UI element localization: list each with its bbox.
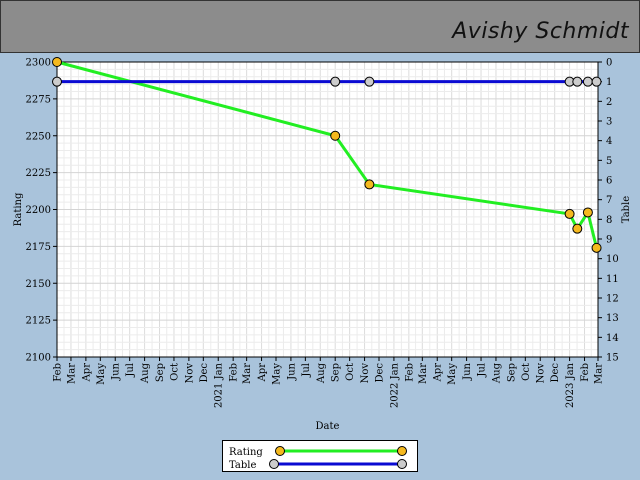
legend-graphic: Rating Table — [229, 446, 407, 471]
x-tick-label: Mar — [594, 363, 605, 384]
data-point-table — [52, 76, 62, 87]
y-tick-label: 2175 — [26, 242, 51, 253]
x-tick-label: Oct — [521, 363, 532, 381]
y-tick-label: 2100 — [26, 353, 51, 364]
x-tick-label: Feb — [53, 363, 64, 382]
y2-tick-label: 7 — [606, 195, 612, 206]
x-tick-label: 2023 Jan — [565, 362, 576, 408]
y2-tick-label: 14 — [606, 333, 619, 344]
x-tick-label: Aug — [491, 362, 502, 384]
y-tick-label: 2150 — [26, 279, 51, 290]
y2-tick-label: 8 — [606, 215, 612, 226]
y-tick-label: 2125 — [26, 316, 51, 327]
x-tick-label: Oct — [345, 363, 356, 381]
y-tick-label: 2275 — [26, 94, 51, 105]
data-point-table — [364, 76, 375, 87]
legend-marker — [397, 459, 407, 469]
x-tick-label: 2022 Jan — [389, 362, 400, 408]
x-tick-label: Jul — [301, 363, 312, 378]
data-point-table — [591, 76, 602, 87]
player-name: Avishy Schmidt — [452, 19, 629, 44]
y2-tick-label: 0 — [606, 58, 612, 69]
y2-tick-label: 2 — [606, 97, 612, 108]
y2-tick-label: 1 — [606, 77, 612, 88]
x-tick-label: Apr — [433, 363, 444, 383]
y-tick-label: 2200 — [26, 205, 51, 216]
y-axis-label: Rating — [13, 192, 24, 226]
x-tick-label: May — [96, 363, 107, 385]
y2-tick-label: 10 — [606, 254, 619, 265]
header-bar: Avishy Schmidt — [0, 0, 640, 53]
y-tick-label: 2250 — [26, 131, 51, 142]
x-tick-label: Jul — [477, 363, 488, 378]
x-tick-label: Jul — [125, 363, 136, 378]
x-tick-label: Mar — [418, 363, 429, 384]
y-tick-label: 2225 — [26, 168, 51, 179]
y2-tick-label: 15 — [606, 353, 619, 364]
y-tick-label: 2300 — [26, 58, 51, 69]
y2-tick-label: 5 — [606, 156, 612, 167]
legend-marker — [397, 446, 407, 456]
x-tick-label: Aug — [316, 362, 327, 384]
x-tick-label: Aug — [140, 362, 151, 384]
x-tick-label: May — [271, 363, 282, 385]
x-tick-label: Feb — [229, 363, 240, 382]
x-tick-label: Jun — [286, 362, 297, 380]
legend-label: Rating — [229, 447, 263, 458]
data-point-rating — [572, 223, 583, 234]
data-point-rating — [591, 242, 602, 253]
x-tick-label: Sep — [506, 363, 517, 382]
x-tick-label: May — [447, 363, 458, 385]
legend-label: Table — [229, 460, 256, 471]
data-point-table — [330, 76, 341, 87]
x-axis-label: Date — [316, 421, 340, 432]
y2-axis-label: Table — [621, 196, 632, 223]
x-tick-label: Apr — [81, 363, 92, 383]
x-tick-label: Jun — [111, 362, 122, 380]
x-tick-label: Nov — [536, 363, 547, 384]
legend-marker — [275, 446, 285, 456]
y2-tick-label: 13 — [606, 313, 619, 324]
x-tick-label: Dec — [375, 363, 386, 383]
data-point-table — [572, 76, 583, 87]
x-tick-label: Feb — [580, 363, 591, 382]
x-tick-label: Sep — [331, 363, 342, 382]
y2-tick-label: 6 — [606, 176, 612, 187]
x-tick-label: Oct — [169, 363, 180, 381]
x-tick-label: Dec — [199, 363, 210, 383]
x-tick-label: Apr — [257, 363, 268, 383]
x-tick-label: 2021 Jan — [214, 362, 225, 408]
data-point-rating — [52, 57, 62, 67]
x-tick-label: Sep — [155, 363, 166, 382]
x-tick-label: Nov — [184, 363, 195, 384]
y2-tick-label: 3 — [606, 117, 612, 128]
x-tick-label: Jun — [462, 362, 473, 380]
legend-marker — [269, 459, 279, 469]
x-tick-label: Nov — [360, 363, 371, 384]
y2-tick-label: 12 — [606, 294, 619, 305]
x-tick-label: Mar — [242, 363, 253, 384]
x-tick-label: Feb — [404, 363, 415, 382]
legend: Rating Table — [222, 440, 418, 472]
x-tick-label: Mar — [66, 363, 77, 384]
data-point-rating — [564, 208, 575, 219]
data-point-rating — [364, 179, 375, 190]
y2-tick-label: 9 — [606, 235, 612, 246]
data-point-rating — [330, 130, 341, 141]
x-tick-label: Dec — [550, 363, 561, 383]
y2-tick-label: 4 — [606, 136, 612, 147]
data-point-rating — [582, 207, 593, 218]
y2-tick-label: 11 — [606, 274, 619, 285]
data-point-table — [582, 76, 593, 87]
